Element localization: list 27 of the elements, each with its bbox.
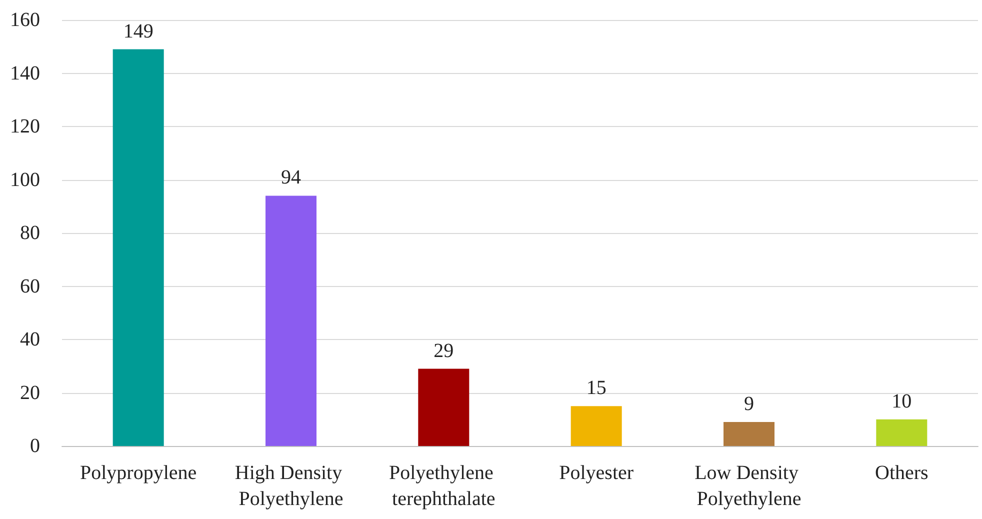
y-tick-label: 80 [20, 222, 40, 244]
bar [112, 49, 164, 446]
data-label: 9 [744, 393, 754, 416]
data-label: 10 [892, 390, 912, 412]
bar [570, 406, 622, 446]
bar [876, 419, 928, 446]
y-tick-label: 20 [20, 382, 40, 404]
data-label: 29 [434, 340, 454, 362]
x-tick-label: Polypropylene [80, 462, 197, 484]
data-label: 15 [586, 377, 606, 400]
x-tick-label: High Density Polyethylene [234, 462, 348, 510]
y-tick-label: 40 [20, 328, 40, 350]
y-tick-label: 0 [30, 435, 40, 457]
y-tick-label: 140 [10, 62, 40, 84]
y-tick-label: 120 [10, 116, 40, 138]
y-tick-label: 160 [10, 9, 40, 31]
x-tick-label: Low Density Polyethylene [694, 462, 804, 510]
x-tick-label: Others [875, 462, 929, 484]
data-label: 149 [123, 20, 154, 42]
y-tick-label: 100 [10, 168, 40, 191]
bar [418, 368, 470, 446]
x-tick-label: Polyethylene terephthalate [388, 462, 498, 510]
bar [724, 422, 774, 446]
data-label: 94 [281, 166, 301, 189]
y-tick-label: 60 [20, 275, 40, 298]
bar [266, 196, 316, 446]
x-tick-label: Polyester [559, 462, 634, 484]
